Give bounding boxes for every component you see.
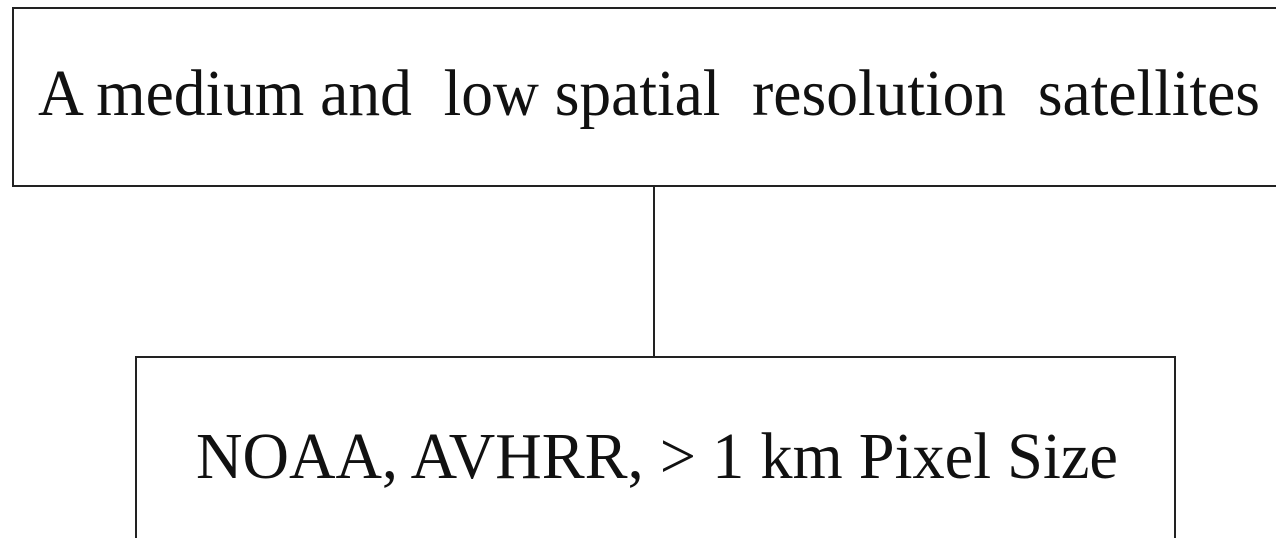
node-label: A medium and low spatial resolution sate… [38,57,1260,130]
node-box [12,7,1276,187]
node-box [135,356,1176,538]
node-label: NOAA, AVHRR, > 1 km Pixel Size [196,420,1118,493]
